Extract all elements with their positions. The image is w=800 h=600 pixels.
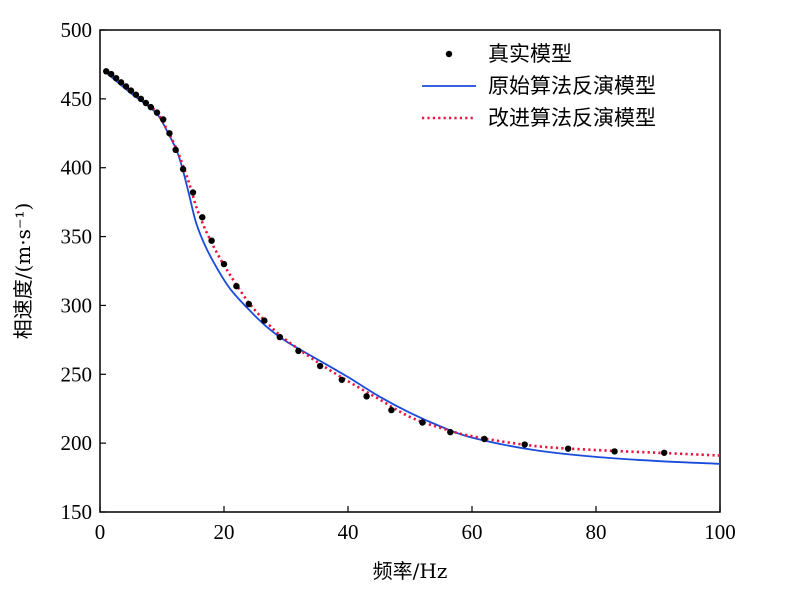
true-model-point	[481, 435, 488, 443]
series-layer	[103, 68, 721, 465]
true-model-point	[220, 260, 228, 268]
x-tick-label: 40	[338, 520, 359, 544]
y-tick-label: 150	[61, 500, 93, 524]
y-tick-label: 200	[61, 431, 93, 455]
x-tick-label: 100	[704, 520, 736, 544]
true-model-point	[261, 317, 268, 324]
true-model-point	[127, 87, 135, 94]
true-model-point	[103, 68, 110, 75]
true-model-point	[419, 419, 426, 426]
y-tick-label: 500	[61, 18, 93, 42]
legend-label: 真实模型	[488, 42, 572, 66]
axis-ticks: 0 20 40 60 80 100 150 200 250 300 350 400 450 500	[61, 18, 736, 544]
y-axis-title: 相速度/(m·s⁻¹)	[11, 203, 35, 340]
true-model-point	[199, 214, 206, 221]
true-model-point	[245, 300, 252, 308]
series-line-improved	[105, 70, 721, 457]
true-model-point	[132, 91, 140, 98]
true-model-point	[160, 116, 167, 123]
true-model-point	[142, 99, 150, 107]
true-model-point	[363, 393, 370, 400]
plot-frame	[99, 29, 721, 513]
legend-marker-true	[445, 50, 453, 58]
true-model-point	[447, 428, 454, 436]
true-model-point	[147, 103, 155, 111]
legend-label: 原始算法反演模型	[488, 74, 656, 98]
y-tick-label: 300	[61, 293, 93, 317]
true-model-point	[233, 282, 240, 290]
true-model-point	[179, 165, 187, 173]
x-tick-label: 20	[214, 520, 235, 544]
x-tick-label: 0	[95, 520, 106, 544]
x-tick-label: 60	[462, 520, 483, 544]
x-axis-title: 频率/Hz	[373, 559, 448, 583]
true-model-point	[117, 79, 125, 86]
true-model-point	[388, 406, 395, 414]
true-model-point	[122, 83, 130, 90]
true-model-point	[521, 441, 528, 448]
true-model-point	[661, 449, 668, 456]
true-model-point	[153, 109, 161, 116]
true-model-point	[276, 333, 283, 341]
true-model-point	[172, 146, 179, 154]
y-tick-label: 250	[61, 362, 93, 386]
y-tick-label: 400	[61, 156, 93, 180]
true-model-point	[611, 448, 618, 455]
x-tick-label: 80	[586, 520, 607, 544]
true-model-point	[189, 189, 197, 196]
true-model-point	[564, 445, 572, 452]
true-model-point	[107, 70, 115, 78]
true-model-point	[166, 130, 173, 137]
y-tick-label: 350	[61, 225, 93, 249]
true-model-point	[208, 237, 215, 244]
y-tick-label: 450	[61, 87, 93, 111]
true-model-point	[137, 95, 145, 103]
legend-label: 改进算法反演模型	[488, 106, 656, 130]
true-model-point	[295, 347, 302, 355]
true-model-point	[112, 75, 120, 82]
true-model-point	[316, 362, 324, 370]
series-line-original	[105, 71, 721, 465]
true-model-point	[338, 376, 345, 383]
